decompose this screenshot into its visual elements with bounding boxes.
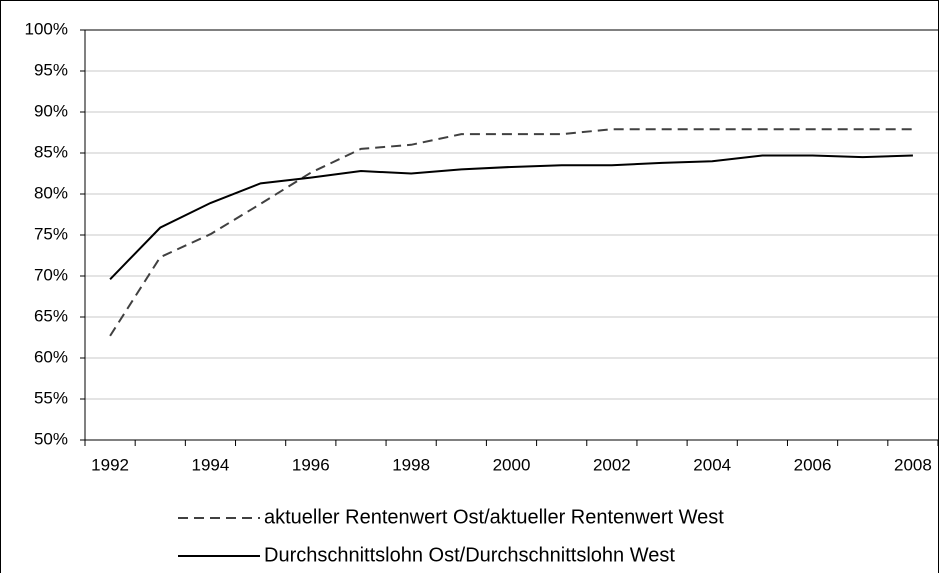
y-tick-label: 95% [34, 60, 68, 79]
x-tick-label: 1994 [192, 455, 230, 474]
y-tick-label: 60% [34, 347, 68, 366]
y-tick-label: 80% [34, 183, 68, 202]
x-tick-label: 1996 [292, 455, 330, 474]
data-line [109, 128, 913, 337]
x-tick-label: 1998 [392, 455, 430, 474]
legend-text: aktueller Rentenwert Ost/aktueller Rente… [264, 506, 724, 528]
y-tick-label: 50% [34, 429, 68, 448]
x-tick-label: 2008 [894, 455, 932, 474]
x-tick-label: 2004 [693, 455, 731, 474]
y-tick-label: 85% [34, 142, 68, 161]
y-tick-label: 90% [34, 101, 68, 120]
legend-text: Durchschnittslohn Ost/Durchschnittslohn … [264, 544, 675, 566]
x-tick-label: 2000 [493, 455, 531, 474]
x-tick-label: 2006 [794, 455, 832, 474]
y-tick-label: 100% [25, 19, 68, 38]
y-tick-label: 70% [34, 265, 68, 284]
x-tick-label: 2002 [593, 455, 631, 474]
y-tick-label: 65% [34, 306, 68, 325]
y-tick-label: 75% [34, 224, 68, 243]
x-tick-label: 1992 [91, 455, 129, 474]
data-line [109, 154, 913, 280]
y-tick-label: 55% [34, 388, 68, 407]
